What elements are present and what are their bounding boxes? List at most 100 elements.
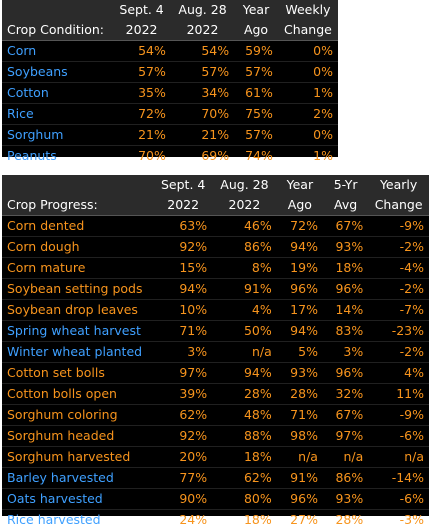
table-cell: 62% <box>154 405 212 426</box>
table-cell: 92% <box>154 426 212 447</box>
row-label: Peanuts <box>2 146 112 167</box>
table-cell: n/a <box>212 342 277 363</box>
row-label: Rice <box>2 104 112 125</box>
table-cell: 28% <box>277 384 323 405</box>
row-label: Cotton <box>2 83 112 104</box>
table-cell: 77% <box>154 468 212 489</box>
column-header <box>2 0 112 20</box>
table-cell: -2% <box>368 279 429 300</box>
table-cell: 67% <box>323 405 368 426</box>
table-cell: 48% <box>212 405 277 426</box>
row-label: Sorghum headed <box>2 426 154 447</box>
table-cell: 57% <box>234 125 278 146</box>
column-header: 2022 <box>154 195 212 216</box>
row-label: Rice harvested <box>2 510 154 530</box>
table-cell: 96% <box>323 279 368 300</box>
table-cell: 98% <box>277 426 323 447</box>
table-cell: 50% <box>212 321 277 342</box>
column-header: Sept. 4 <box>154 175 212 195</box>
table-cell: 27% <box>277 510 323 530</box>
table-cell: 4% <box>212 300 277 321</box>
row-label: Corn dented <box>2 216 154 237</box>
table-cell: -4% <box>368 258 429 279</box>
row-label: Cotton bolls open <box>2 384 154 405</box>
table-cell: 94% <box>212 363 277 384</box>
table-cell: -23% <box>368 321 429 342</box>
table-cell: 3% <box>154 342 212 363</box>
table-cell: 59% <box>234 41 278 62</box>
table-cell: 21% <box>112 125 171 146</box>
table-cell: 2% <box>278 104 338 125</box>
table-cell: 61% <box>234 83 278 104</box>
table-cell: 74% <box>234 146 278 167</box>
row-label: Oats harvested <box>2 489 154 510</box>
table-cell: 21% <box>171 125 234 146</box>
table-cell: 46% <box>212 216 277 237</box>
row-label: Sorghum <box>2 125 112 146</box>
column-header: 5-Yr <box>323 175 368 195</box>
table-cell: 24% <box>154 510 212 530</box>
row-label: Sorghum coloring <box>2 405 154 426</box>
table-cell: 90% <box>154 489 212 510</box>
column-header: Crop Progress: <box>2 195 154 216</box>
table-cell: 17% <box>277 300 323 321</box>
table-cell: 18% <box>212 510 277 530</box>
table-cell: -14% <box>368 468 429 489</box>
table-cell: 10% <box>154 300 212 321</box>
row-label: Corn mature <box>2 258 154 279</box>
table-cell: 97% <box>323 426 368 447</box>
table-cell: 28% <box>212 384 277 405</box>
table-cell: 18% <box>323 258 368 279</box>
table-cell: 70% <box>112 146 171 167</box>
table-cell: 57% <box>234 62 278 83</box>
table-cell: 62% <box>212 468 277 489</box>
row-label: Winter wheat planted <box>2 342 154 363</box>
column-header: Change <box>278 20 338 41</box>
table-cell: 88% <box>212 426 277 447</box>
table-cell: 80% <box>212 489 277 510</box>
table-cell: 96% <box>323 363 368 384</box>
table-cell: 1% <box>278 83 338 104</box>
table-cell: 18% <box>212 447 277 468</box>
table-cell: 5% <box>277 342 323 363</box>
row-label: Cotton set bolls <box>2 363 154 384</box>
table-cell: n/a <box>277 447 323 468</box>
table-cell: 0% <box>278 41 338 62</box>
table-cell: 86% <box>323 468 368 489</box>
table-cell: 34% <box>171 83 234 104</box>
table-cell: n/a <box>323 447 368 468</box>
table-cell: 96% <box>277 279 323 300</box>
table-cell: 15% <box>154 258 212 279</box>
row-label: Corn <box>2 41 112 62</box>
table-cell: 57% <box>171 62 234 83</box>
table-cell: 70% <box>171 104 234 125</box>
column-header <box>2 175 154 195</box>
column-header: 2022 <box>112 20 171 41</box>
column-header: Crop Condition: <box>2 20 112 41</box>
table-cell: n/a <box>368 447 429 468</box>
table-cell: 3% <box>323 342 368 363</box>
row-label: Sorghum harvested <box>2 447 154 468</box>
